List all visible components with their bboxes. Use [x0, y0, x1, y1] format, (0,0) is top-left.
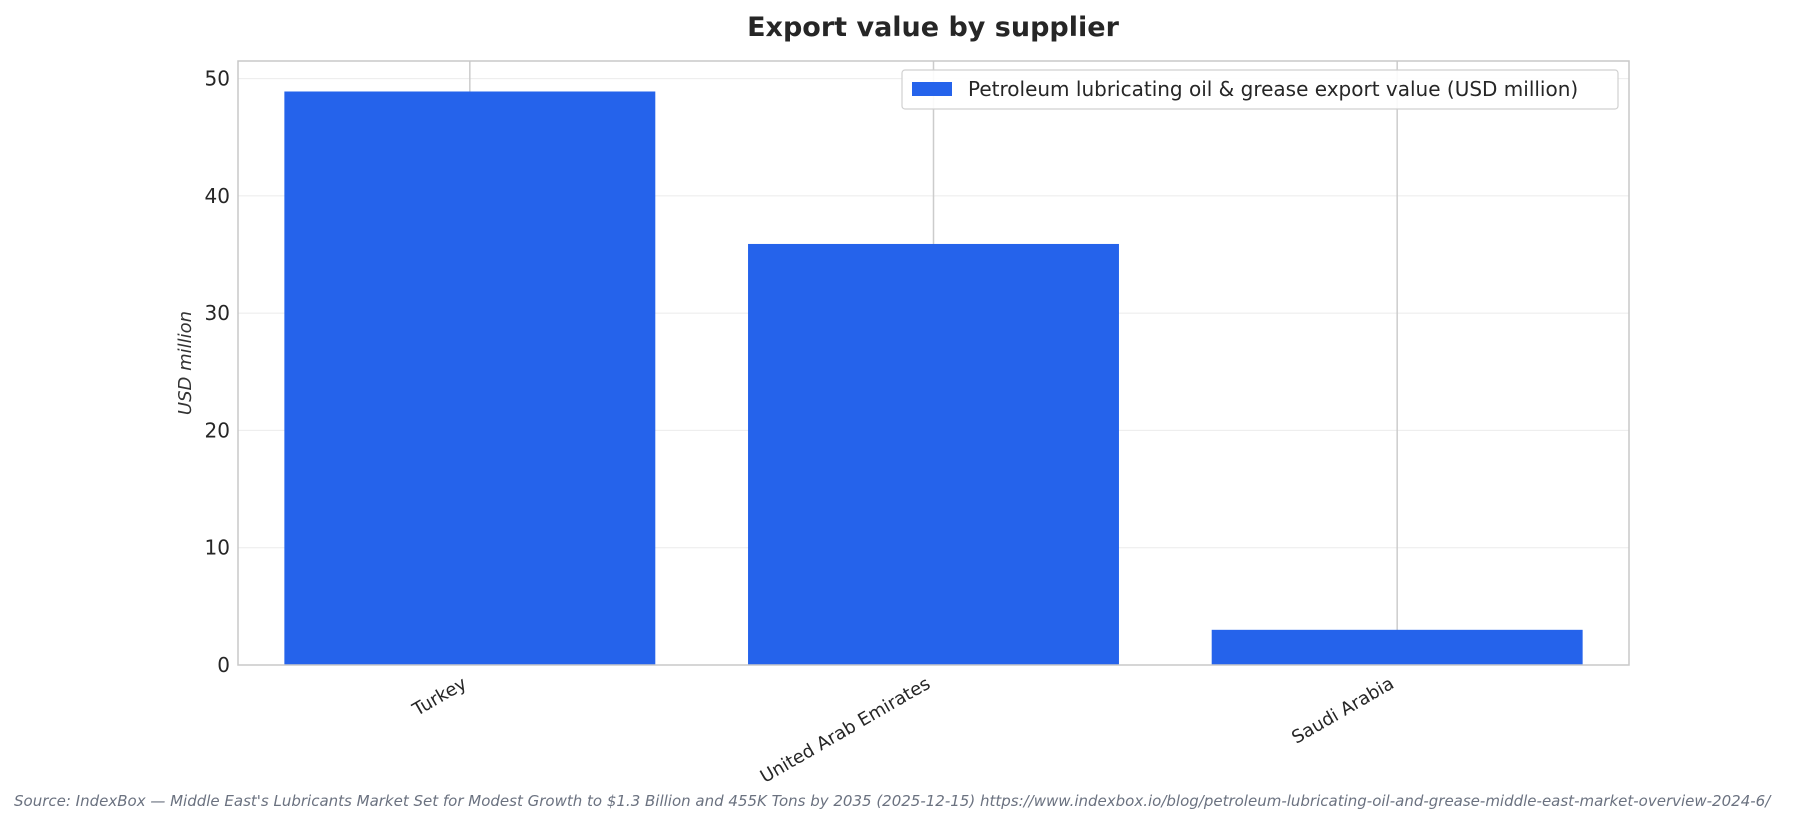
legend-box — [901, 69, 1619, 110]
legend-swatch — [912, 82, 952, 96]
x-tick-label: Saudi Arabia — [1288, 673, 1397, 748]
y-tick-label: 50 — [205, 67, 230, 91]
bar — [748, 243, 1119, 665]
y-tick-label: 20 — [205, 418, 230, 442]
y-tick-label: 0 — [217, 653, 230, 677]
y-axis-label: USD million — [175, 311, 196, 415]
legend: Petroleum lubricating oil & grease expor… — [901, 69, 1619, 110]
y-tick-label: 10 — [205, 536, 230, 560]
plot-frame — [237, 60, 1630, 666]
chart-title: Export value by supplier — [747, 12, 1119, 43]
bar — [284, 91, 656, 665]
legend-label: Petroleum lubricating oil & grease expor… — [968, 77, 1578, 101]
x-axis-ticks: Turkey United Arab Emirates Saudi Arabia — [408, 673, 1397, 788]
source-note: Source: IndexBox — Middle East's Lubrica… — [14, 792, 1772, 810]
y-tick-label: 30 — [205, 301, 230, 325]
y-axis-ticks: 0 10 20 30 40 50 — [205, 67, 230, 677]
x-tick-label: United Arab Emirates — [757, 673, 934, 787]
bars — [284, 91, 1583, 665]
x-tick-label: Turkey — [408, 673, 470, 721]
bar — [1211, 629, 1583, 665]
y-tick-label: 40 — [205, 184, 230, 208]
